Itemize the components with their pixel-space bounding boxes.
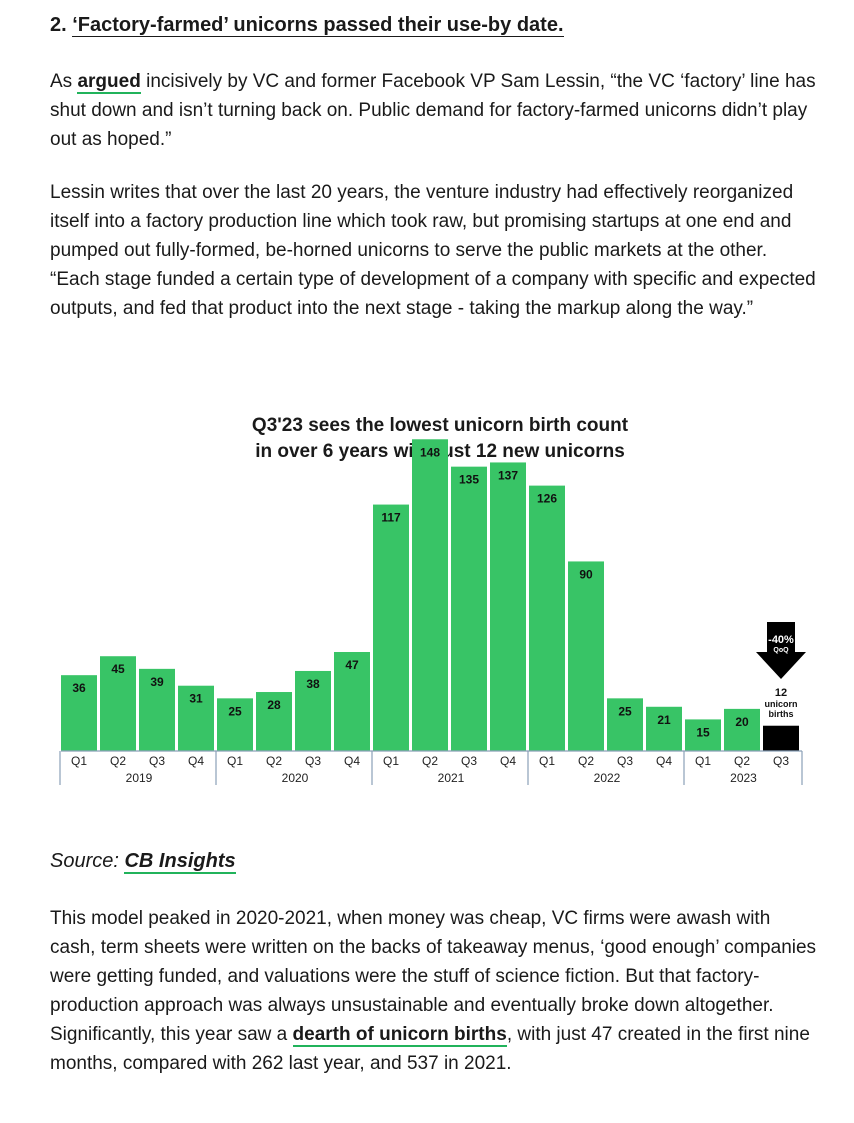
bar-14 xyxy=(607,698,643,751)
bar-8 xyxy=(373,504,409,751)
x-axis: Q1 Q2 Q3 Q4 Q1 Q2 Q3 Q4 Q1 Q2 Q3 Q4 Q1 Q2 Q3 Q4 Q1 Q2 Q3 20… xyxy=(59,750,803,785)
bar-13 xyxy=(568,561,604,751)
quarter-tick-label-2: Q3 xyxy=(149,754,165,768)
bar-value-label-9: 148 xyxy=(420,445,440,459)
section-number: 2. xyxy=(50,14,73,36)
year-label-2019: 2019 xyxy=(126,771,153,785)
change-period-label: QoQ xyxy=(773,647,789,654)
bar-value-label-4: 25 xyxy=(228,704,242,718)
bar-17 xyxy=(724,708,760,751)
quarter-tick-label-1: Q2 xyxy=(110,754,126,768)
bar-value-label-0: 36 xyxy=(72,681,86,695)
quarter-tick-label-5: Q2 xyxy=(266,754,282,768)
bar-value-label-8: 117 xyxy=(381,511,401,525)
bar-6 xyxy=(295,670,331,751)
quarter-tick-label-10: Q3 xyxy=(461,754,477,768)
change-percent-label: -40% xyxy=(768,634,794,646)
bar-value-label-12: 126 xyxy=(537,492,557,506)
quarter-tick-label-8: Q1 xyxy=(383,754,399,768)
year-label-2020: 2020 xyxy=(282,771,309,785)
bar-value-label-6: 38 xyxy=(306,677,320,691)
quarter-tick-label-17: Q2 xyxy=(734,754,750,768)
bar-3 xyxy=(178,685,214,751)
bar-value-label-2: 39 xyxy=(150,675,164,689)
year-label-2023: 2023 xyxy=(730,771,757,785)
quarter-tick-label-11: Q4 xyxy=(500,754,516,768)
paragraph-intro: As argued incisively by VC and former Fa… xyxy=(50,67,818,154)
paragraph-lessin: Lessin writes that over the last 20 year… xyxy=(50,182,816,319)
dearth-of-unicorn-births-link[interactable]: dearth of unicorn births xyxy=(292,1024,507,1047)
bar-2 xyxy=(139,668,175,751)
bar-value-label-1: 45 xyxy=(111,662,125,676)
bar-9 xyxy=(412,439,448,751)
bar-7 xyxy=(334,652,370,751)
quarter-tick-label-12: Q1 xyxy=(539,754,555,768)
quarter-tick-label-15: Q4 xyxy=(656,754,672,768)
annotation-count: 12 xyxy=(775,687,787,699)
down-arrow-icon xyxy=(756,622,806,679)
para3-before: This model peaked in 2020-2021, when mon… xyxy=(50,908,817,1045)
cb-insights-link[interactable]: CB Insights xyxy=(124,850,236,874)
quarter-tick-label-3: Q4 xyxy=(188,754,204,768)
bar-4 xyxy=(217,698,253,751)
bar-1 xyxy=(100,656,136,751)
bar-value-label-11: 137 xyxy=(498,468,518,482)
bar-value-label-14: 25 xyxy=(618,704,632,718)
source-label: Source: xyxy=(50,850,125,872)
bar-value-label-5: 28 xyxy=(267,698,281,712)
quarter-tick-label-16: Q1 xyxy=(695,754,711,768)
bar-16 xyxy=(685,719,721,751)
para1-before: As xyxy=(50,71,78,92)
bar-11 xyxy=(490,462,526,751)
quarter-tick-label-14: Q3 xyxy=(617,754,633,768)
bar-5 xyxy=(256,692,292,751)
bars-layer: 36 45 39 31 25 28 38 47 117 148 135 137 126 90 25 21 15 2… xyxy=(61,439,799,751)
bar-12 xyxy=(529,485,565,751)
para1-after: incisively by VC and former Facebook VP … xyxy=(50,71,816,150)
bar-value-label-10: 135 xyxy=(459,473,479,487)
bar-10 xyxy=(451,466,487,751)
bar-value-label-13: 90 xyxy=(579,567,593,581)
quarter-tick-label-6: Q3 xyxy=(305,754,321,768)
section-heading-link[interactable]: ‘Factory-farmed’ unicorns passed their u… xyxy=(72,14,564,37)
quarter-tick-label-9: Q2 xyxy=(422,754,438,768)
quarter-tick-label-18: Q3 xyxy=(773,754,789,768)
annotation-line-1: unicorn xyxy=(765,699,798,709)
bar-value-label-3: 31 xyxy=(189,692,203,706)
argued-link[interactable]: argued xyxy=(77,71,141,94)
bar-value-label-17: 20 xyxy=(735,715,749,729)
quarter-tick-label-4: Q1 xyxy=(227,754,243,768)
bar-15 xyxy=(646,706,682,751)
bar-value-label-15: 21 xyxy=(657,713,671,727)
source-line: Source: CB Insights xyxy=(50,850,236,874)
bar-value-label-16: 15 xyxy=(696,725,710,739)
bar-0 xyxy=(61,675,97,751)
annotation-line-2: births xyxy=(768,709,793,719)
bar-18 xyxy=(763,725,799,751)
bar-value-label-7: 47 xyxy=(345,658,359,672)
chart-title-line-1: Q3'23 sees the lowest unicorn birth coun… xyxy=(252,415,629,436)
quarter-tick-label-0: Q1 xyxy=(71,754,87,768)
para3-after: , with just 47 created in the first nine… xyxy=(50,1024,810,1074)
unicorn-births-chart: Q3'23 sees the lowest unicorn birth coun… xyxy=(59,415,806,785)
year-label-2022: 2022 xyxy=(594,771,621,785)
section-heading: 2. ‘Factory-farmed’ unicorns passed thei… xyxy=(50,14,564,37)
quarter-tick-label-13: Q2 xyxy=(578,754,594,768)
paragraph-peak: This model peaked in 2020-2021, when mon… xyxy=(50,904,818,1078)
quarter-tick-label-7: Q4 xyxy=(344,754,360,768)
year-label-2021: 2021 xyxy=(438,771,465,785)
